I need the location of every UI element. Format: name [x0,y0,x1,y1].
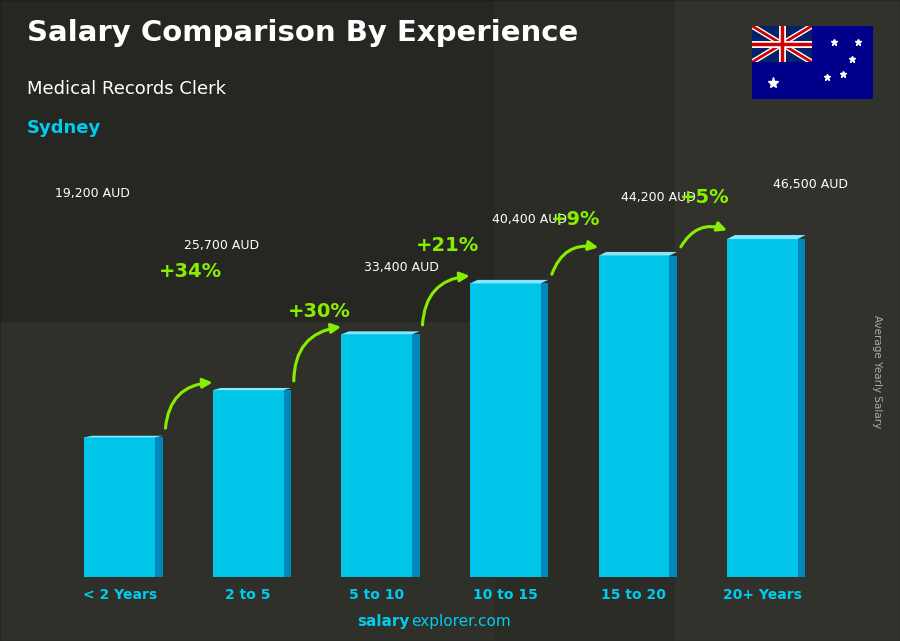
Polygon shape [284,390,292,577]
Text: 33,400 AUD: 33,400 AUD [364,261,438,274]
Bar [341,334,412,577]
Polygon shape [470,280,548,283]
Text: salary: salary [357,615,410,629]
Text: +21%: +21% [416,236,479,255]
Text: Average Yearly Salary: Average Yearly Salary [872,315,883,428]
Bar [212,390,284,577]
Polygon shape [155,437,163,577]
Polygon shape [85,436,163,437]
Text: 19,200 AUD: 19,200 AUD [55,187,130,200]
Text: Salary Comparison By Experience: Salary Comparison By Experience [27,19,578,47]
Text: 25,700 AUD: 25,700 AUD [184,239,259,252]
Bar [598,256,670,577]
Polygon shape [341,331,419,334]
Text: +30%: +30% [287,301,350,320]
Polygon shape [670,256,677,577]
Text: Medical Records Clerk: Medical Records Clerk [27,80,226,98]
Bar [85,437,155,577]
Polygon shape [412,334,419,577]
Text: explorer.com: explorer.com [411,615,511,629]
Bar [727,239,797,577]
Polygon shape [541,283,548,577]
Text: Sydney: Sydney [27,119,101,137]
Text: +9%: +9% [551,210,600,229]
Polygon shape [212,388,292,390]
Text: +34%: +34% [158,262,221,281]
Text: +5%: +5% [680,188,729,207]
Text: 40,400 AUD: 40,400 AUD [492,213,567,226]
Bar [470,283,541,577]
Polygon shape [598,252,677,256]
Polygon shape [727,235,806,239]
Polygon shape [797,239,806,577]
Text: 44,200 AUD: 44,200 AUD [621,191,696,204]
Text: 46,500 AUD: 46,500 AUD [773,178,848,191]
